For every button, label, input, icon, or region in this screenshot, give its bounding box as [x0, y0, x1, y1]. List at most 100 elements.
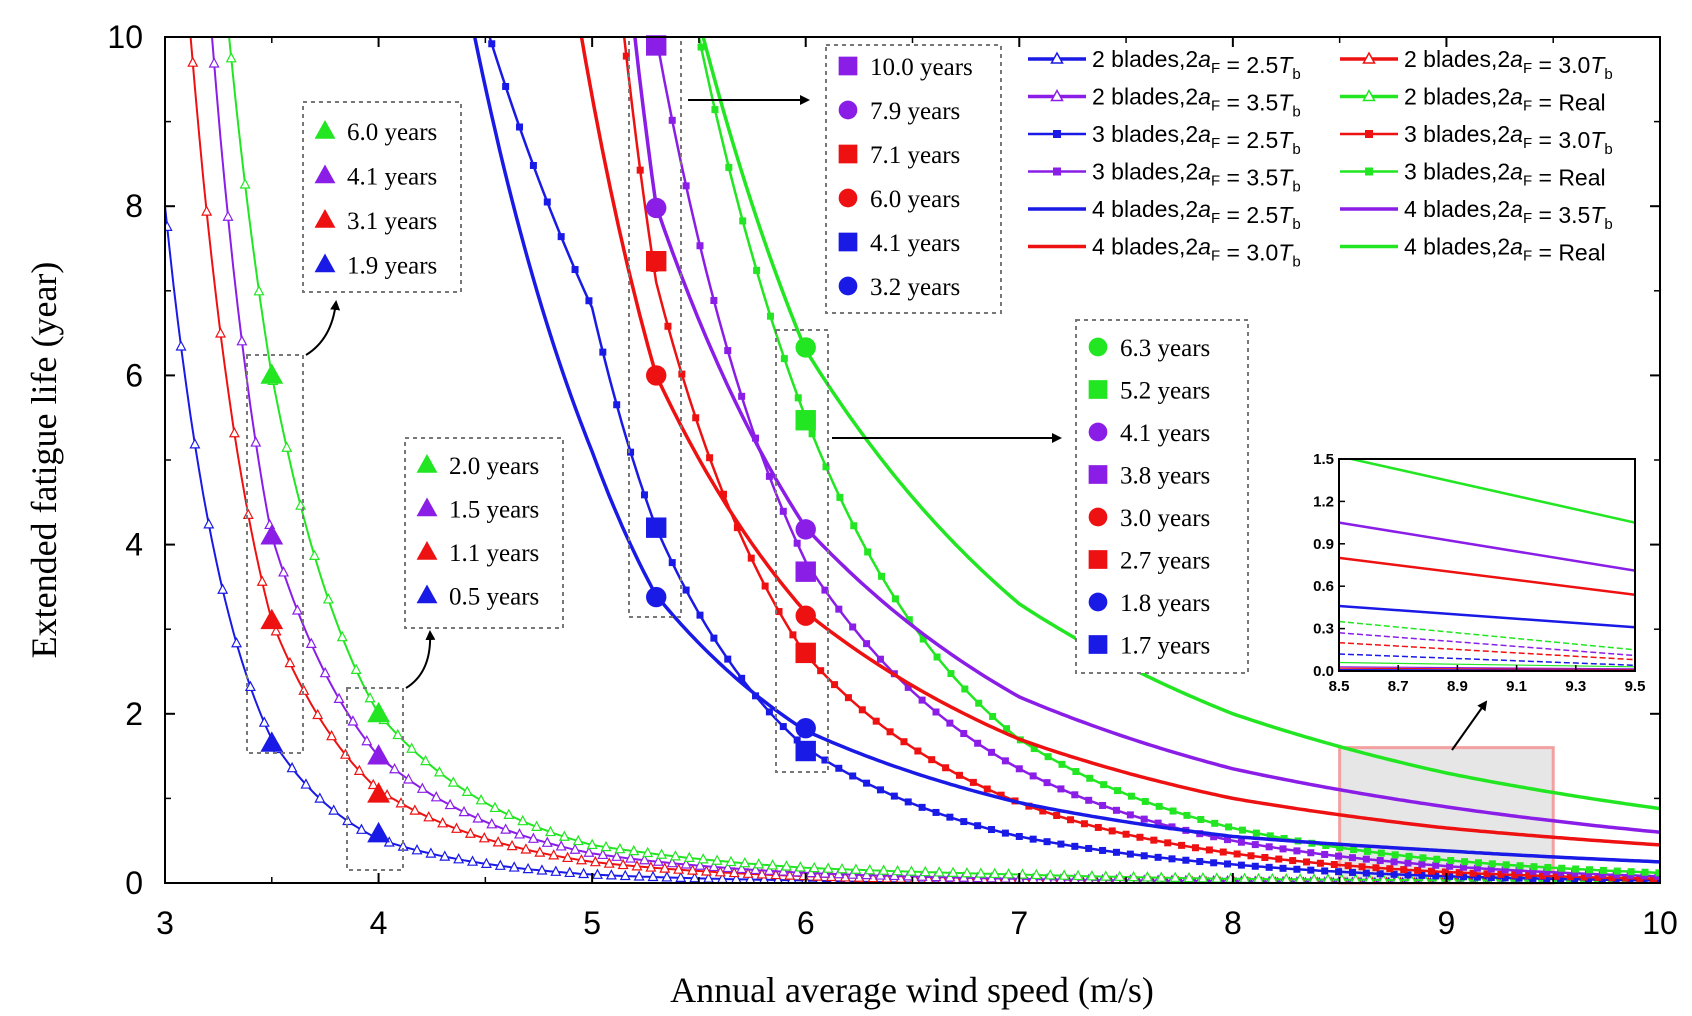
x-tick-label: 5 [583, 905, 601, 941]
series-point [364, 691, 376, 703]
series-point [1447, 857, 1455, 865]
series-point [486, 818, 498, 829]
series-point [514, 828, 526, 839]
series-point [1497, 870, 1505, 878]
series-point [1473, 864, 1481, 872]
series-point [1182, 856, 1190, 864]
series-point [652, 855, 664, 866]
highlight-marker [646, 365, 667, 386]
highlight-marker [795, 561, 816, 582]
series-point [1377, 849, 1385, 857]
series-point [1099, 846, 1107, 854]
series-point [1067, 816, 1075, 824]
legend-swatch-marker [1362, 88, 1376, 102]
annotation-label: 1.7 years [1120, 633, 1210, 660]
series-point [687, 864, 699, 875]
series-point [503, 808, 515, 819]
legend-swatch-marker [1053, 167, 1061, 176]
series-point [849, 772, 857, 780]
series-point [739, 856, 751, 868]
series-point [1511, 871, 1519, 879]
series-point [1238, 826, 1246, 834]
series-point [1169, 807, 1177, 815]
series-point [673, 863, 685, 874]
series-point [892, 864, 904, 876]
series-point [1488, 860, 1496, 868]
series-point [1372, 864, 1380, 872]
annotation-arrow [305, 300, 341, 356]
series-point [969, 778, 977, 786]
series-point [696, 242, 704, 250]
series-point [1571, 875, 1579, 883]
series-point [872, 717, 880, 725]
series-point [1544, 863, 1552, 871]
y-tick-label: 2 [125, 696, 143, 732]
series-point [1501, 866, 1509, 874]
series-point [564, 866, 576, 878]
series-point [1539, 872, 1547, 880]
legend-item: 3 blades,2aF = 3.5Tb [1028, 159, 1301, 196]
legend-label: 3 blades,2aF = 3.5Tb [1092, 159, 1301, 196]
highlight-marker [367, 782, 390, 803]
x-tick-label: 8 [1224, 905, 1242, 941]
x-tick-label: 4 [370, 905, 388, 941]
series-point [682, 182, 690, 190]
series-point [1376, 857, 1384, 865]
series-point [983, 785, 991, 793]
series-point [300, 778, 312, 789]
series-point [1094, 823, 1102, 831]
annotation-label: 10.0 years [870, 54, 973, 81]
annotation-label: 1.5 years [449, 497, 539, 524]
series-point [765, 472, 773, 480]
series-point [1558, 864, 1566, 872]
series-point [793, 539, 801, 547]
series-point [761, 582, 769, 590]
series-point [864, 548, 872, 556]
series-point [1626, 871, 1634, 879]
series-point [361, 734, 373, 746]
series-point [1183, 811, 1191, 819]
annotation-marker [1088, 380, 1108, 399]
series-point [175, 340, 187, 351]
legend-item: 2 blades,2aF = 3.5Tb [1028, 84, 1301, 121]
series-point [619, 869, 631, 881]
legend-item: 2 blades,2aF = 2.5Tb [1028, 46, 1301, 83]
series-point [256, 575, 268, 586]
series-point [692, 414, 700, 422]
highlight-box [346, 687, 404, 871]
series-point [886, 728, 894, 736]
series-point [1252, 829, 1260, 837]
series-4-blades-real [701, 37, 1660, 811]
annotation-label: 6.0 years [870, 186, 960, 213]
series-point [858, 706, 866, 714]
inset-x-tick-label: 9.3 [1565, 678, 1586, 695]
series-point [678, 370, 686, 378]
series-point [225, 52, 237, 63]
series-point [682, 586, 690, 594]
series-point [1455, 869, 1463, 877]
series-point [603, 857, 615, 868]
series-point [710, 297, 718, 305]
series-point [508, 861, 520, 872]
series-point [228, 426, 240, 438]
series-point [571, 266, 579, 274]
series-point [278, 566, 290, 577]
series-point [1001, 829, 1009, 837]
series-point [861, 868, 873, 880]
series-point [697, 853, 709, 864]
series-point [1608, 874, 1616, 882]
series-point [833, 867, 845, 879]
series-point [960, 818, 968, 826]
series-point [1335, 852, 1343, 860]
series-line [697, 37, 1660, 875]
series-point [1594, 873, 1602, 881]
series-point [1155, 802, 1163, 810]
series-point [447, 776, 459, 787]
annotation-label: 3.2 years [870, 274, 960, 301]
series-point [1390, 870, 1398, 878]
series-point [333, 692, 345, 704]
series-point [1126, 850, 1134, 858]
highlight-marker [367, 744, 390, 765]
series-point [1030, 868, 1042, 880]
series-point [347, 715, 359, 726]
